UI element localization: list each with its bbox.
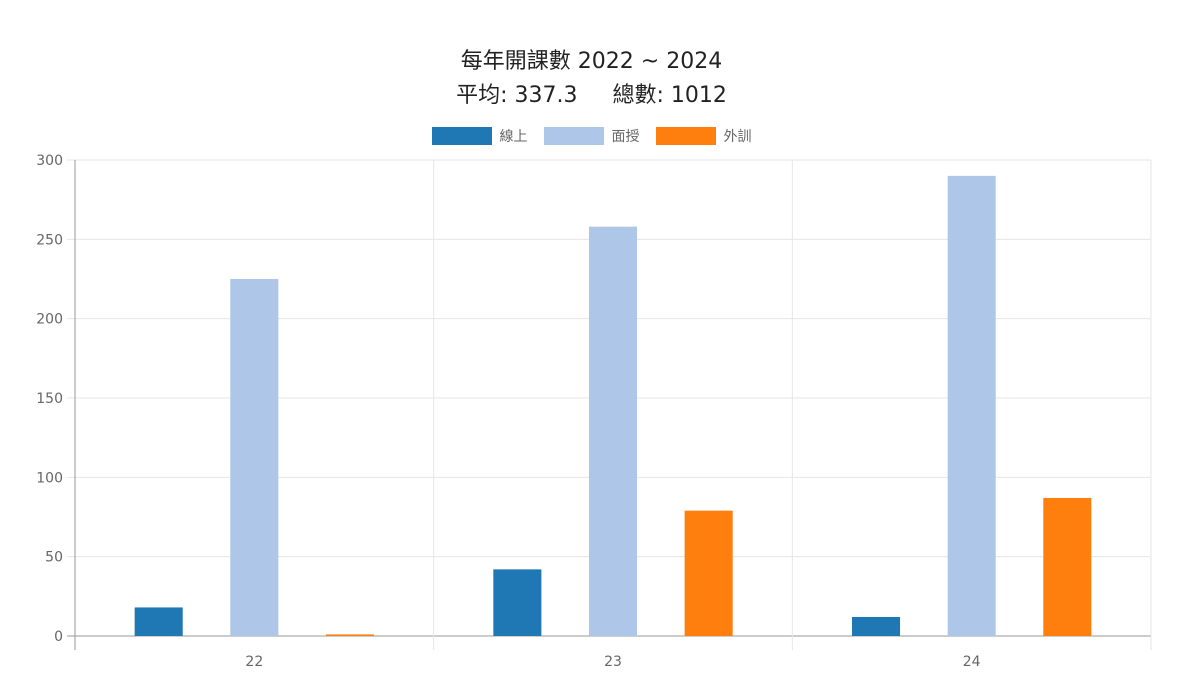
bar-外訓-24 [1043,497,1092,636]
bar-外訓-23 [684,510,733,636]
y-tick-label-5: 250 [36,232,63,248]
legend-swatch-2 [655,127,716,145]
y-tick-label-2: 100 [36,470,63,486]
bar-線上-23 [493,569,542,636]
legend-label-1: 面授 [611,129,640,145]
y-tick-label-4: 200 [36,312,63,328]
x-tick-label-1: 23 [604,654,622,670]
bar-外訓-22 [325,634,375,636]
chart-title: 每年開課數 2022 ~ 2024 [460,49,723,74]
x-tick-label-0: 22 [245,654,263,670]
y-tick-label-3: 150 [36,391,63,407]
legend-item-2[interactable]: 外訓 [655,126,752,146]
bar-面授-22 [230,279,279,636]
legend-swatch-0 [431,127,492,145]
legend-label-0: 線上 [499,129,528,145]
x-tick-label-2: 24 [963,654,981,670]
legend-label-2: 外訓 [723,129,752,145]
bar-線上-22 [134,607,183,636]
y-tick-label-1: 50 [45,550,63,566]
legend-swatch-1 [543,127,604,145]
legend: 線上 面授 外訓 [0,126,1183,146]
bar-面授-24 [947,175,996,636]
y-tick-label-0: 0 [54,629,63,645]
bar-線上-24 [851,616,901,636]
legend-item-1[interactable]: 面授 [543,126,640,146]
chart-subtitle: 平均: 337.3 總數: 1012 [456,83,727,108]
y-tick-label-6: 300 [36,153,63,169]
legend-item-0[interactable]: 線上 [431,126,528,146]
bar-面授-23 [588,226,638,636]
